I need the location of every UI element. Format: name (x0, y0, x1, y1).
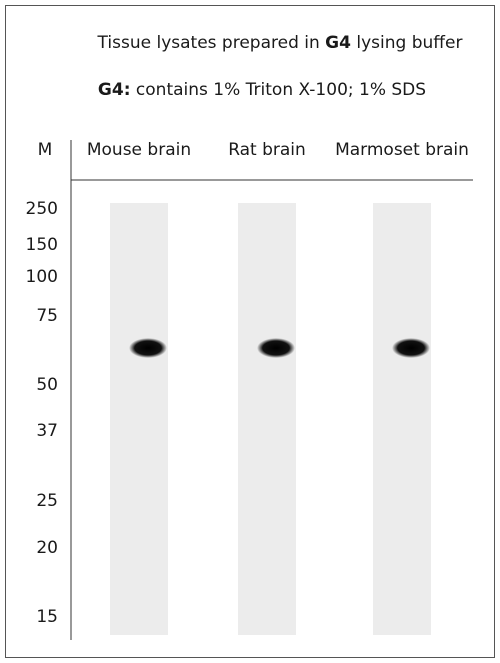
band (129, 338, 167, 358)
lane-label: Marmoset brain (335, 140, 469, 160)
lane-label: Rat brain (228, 140, 306, 160)
title-part: lysing buffer (351, 33, 462, 53)
title: Tissue lysates prepared in G4 lysing buf… (97, 33, 463, 53)
marker-size: 15 (36, 607, 58, 627)
lane (110, 203, 168, 635)
marker-size: 100 (26, 267, 58, 287)
marker-size: 250 (26, 199, 58, 219)
lane-label: Mouse brain (87, 140, 191, 160)
title-part: Tissue lysates prepared in (97, 33, 326, 53)
marker-size: 50 (36, 375, 58, 395)
lane (373, 203, 431, 635)
marker-size: 75 (36, 306, 58, 326)
marker-label: M (38, 140, 53, 160)
marker-size: 20 (36, 538, 58, 558)
band (392, 338, 430, 358)
lane (238, 203, 296, 635)
subtitle: G4: contains 1% Triton X-100; 1% SDS (98, 80, 426, 100)
marker-size: 150 (26, 235, 58, 255)
title-part: G4 (325, 33, 351, 53)
blot: 250 150 100 75 50 37 25 20 15 Mouse brain Rat brai… (26, 140, 469, 635)
subtitle-part: G4: (98, 80, 131, 100)
marker-size: 37 (36, 421, 58, 441)
band (257, 338, 295, 358)
marker-size: 25 (36, 491, 58, 511)
subtitle-part: contains 1% Triton X-100; 1% SDS (131, 80, 427, 100)
